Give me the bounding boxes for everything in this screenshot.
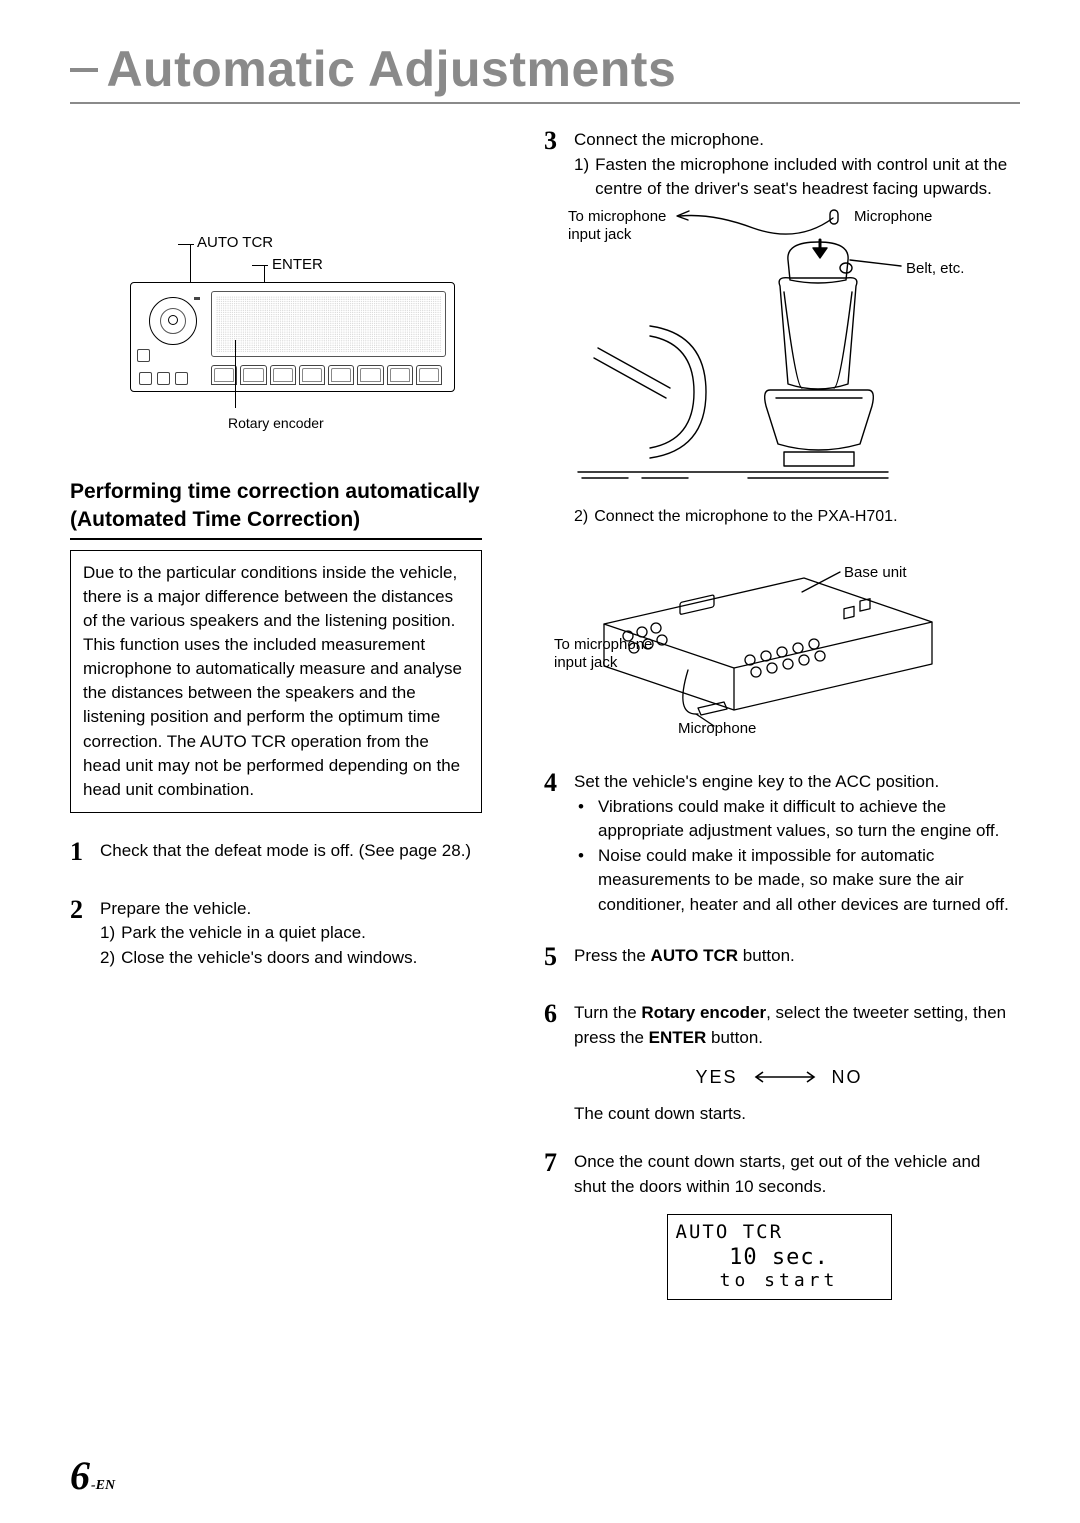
step-4-text: Set the vehicle's engine key to the ACC …: [574, 770, 1014, 795]
auto-led: [194, 297, 200, 300]
step-number: 7: [544, 1144, 562, 1199]
substep-text: Connect the microphone to the PXA-H701.: [594, 508, 897, 526]
lcd-line-3: to start: [676, 1270, 883, 1291]
btn-name: ENTER: [649, 1028, 707, 1047]
small-btn: [175, 372, 188, 385]
info-box: Due to the particular conditions inside …: [70, 550, 482, 813]
page-number: 6: [70, 1453, 90, 1498]
countdown-note: The count down starts.: [574, 1104, 1014, 1124]
page-suffix: -EN: [91, 1478, 115, 1493]
yes-label: YES: [695, 1067, 737, 1087]
section-heading: Performing time correction automatically…: [70, 478, 482, 540]
title-accent: [70, 68, 98, 72]
step-number: 6: [544, 995, 562, 1050]
step-3-text: Connect the microphone.: [574, 128, 1014, 153]
step-7-text: Once the count down starts, get out of t…: [574, 1144, 1014, 1199]
callout-line: [252, 265, 268, 266]
double-arrow-icon: [753, 1067, 817, 1088]
callout-rotary-label: Rotary encoder: [228, 415, 324, 431]
seg-btn: [328, 365, 354, 385]
title-bar: Automatic Adjustments: [70, 40, 1020, 104]
seg-btn: [299, 365, 325, 385]
head-unit: [130, 282, 455, 392]
callout-line: [178, 244, 194, 245]
small-btn: [137, 349, 150, 362]
label-jack: To microphone input jack: [554, 636, 664, 672]
step-7: 7 Once the count down starts, get out of…: [544, 1144, 1014, 1199]
substep-text: Park the vehicle in a quiet place.: [121, 921, 366, 946]
step-3: 3 Connect the microphone. 1)Fasten the m…: [544, 122, 1014, 202]
lcd-line-1: AUTO TCR: [676, 1221, 883, 1243]
enter-button-icon: [168, 315, 178, 325]
segment-buttons: [211, 365, 442, 385]
substep-num: 1): [100, 921, 115, 946]
step-6: 6 Turn the Rotary encoder, select the tw…: [544, 995, 1014, 1050]
text: button.: [706, 1028, 763, 1047]
step-number: 4: [544, 764, 562, 918]
base-unit-diagram: Base unit To microphone input jack Micro…: [544, 536, 984, 756]
seg-btn: [240, 365, 266, 385]
page-title: Automatic Adjustments: [106, 41, 676, 97]
label-mic: Microphone: [678, 720, 756, 737]
lcd-line-2: 10 sec.: [676, 1245, 883, 1270]
step-1-text: Check that the defeat mode is off. (See …: [100, 833, 510, 871]
seg-btn: [357, 365, 383, 385]
seg-btn: [270, 365, 296, 385]
head-unit-diagram: AUTO TCR ENTER: [110, 172, 480, 432]
display: [211, 291, 446, 357]
substep-num: 1): [574, 153, 589, 202]
bullet-icon: •: [578, 844, 588, 918]
callout-autotcr-label: AUTO TCR: [197, 234, 273, 251]
text: Turn the: [574, 1003, 641, 1022]
page-footer: 6-EN: [70, 1452, 115, 1499]
step-2-text: Prepare the vehicle.: [100, 897, 510, 922]
text: Press the: [574, 946, 651, 965]
label-base: Base unit: [844, 564, 907, 581]
left-column: AUTO TCR ENTER: [70, 122, 510, 1300]
step-number: 2: [70, 891, 88, 971]
step-2: 2 Prepare the vehicle. 1)Park the vehicl…: [70, 891, 510, 971]
btn-name: AUTO TCR: [651, 946, 739, 965]
no-label: NO: [832, 1067, 863, 1087]
step-4: 4 Set the vehicle's engine key to the AC…: [544, 764, 1014, 918]
substep-text: Close the vehicle's doors and windows.: [121, 946, 417, 971]
small-btn: [157, 372, 170, 385]
step-1: 1 Check that the defeat mode is off. (Se…: [70, 833, 510, 871]
callout-enter-label: ENTER: [272, 256, 323, 273]
lcd-display: AUTO TCR 10 sec. to start: [667, 1214, 892, 1300]
step-number: 1: [70, 833, 88, 871]
step-5: 5 Press the AUTO TCR button.: [544, 938, 1014, 976]
ctrl-name: Rotary encoder: [641, 1003, 766, 1022]
seg-btn: [416, 365, 442, 385]
yes-no-row: YES NO: [544, 1067, 1014, 1089]
right-column: 3 Connect the microphone. 1)Fasten the m…: [544, 122, 1014, 1300]
step-number: 5: [544, 938, 562, 976]
bullet-icon: •: [578, 795, 588, 844]
columns: AUTO TCR ENTER: [70, 122, 1020, 1300]
substep-text: Fasten the microphone included with cont…: [595, 153, 1014, 202]
substep-num: 2): [100, 946, 115, 971]
seat-diagram: To microphone input jack Microphone Belt…: [558, 208, 998, 508]
text: button.: [738, 946, 795, 965]
bullet-text: Noise could make it impossible for autom…: [598, 844, 1014, 918]
seg-btn: [387, 365, 413, 385]
step-number: 3: [544, 122, 562, 202]
seat-svg: [558, 208, 998, 508]
substep-num: 2): [574, 508, 588, 526]
seg-btn: [211, 365, 237, 385]
display-matrix: [216, 296, 441, 352]
step-3-2: 2) Connect the microphone to the PXA-H70…: [574, 508, 1014, 526]
small-btn: [139, 372, 152, 385]
bullet-text: Vibrations could make it difficult to ac…: [598, 795, 1014, 844]
callout-line: [235, 340, 236, 408]
